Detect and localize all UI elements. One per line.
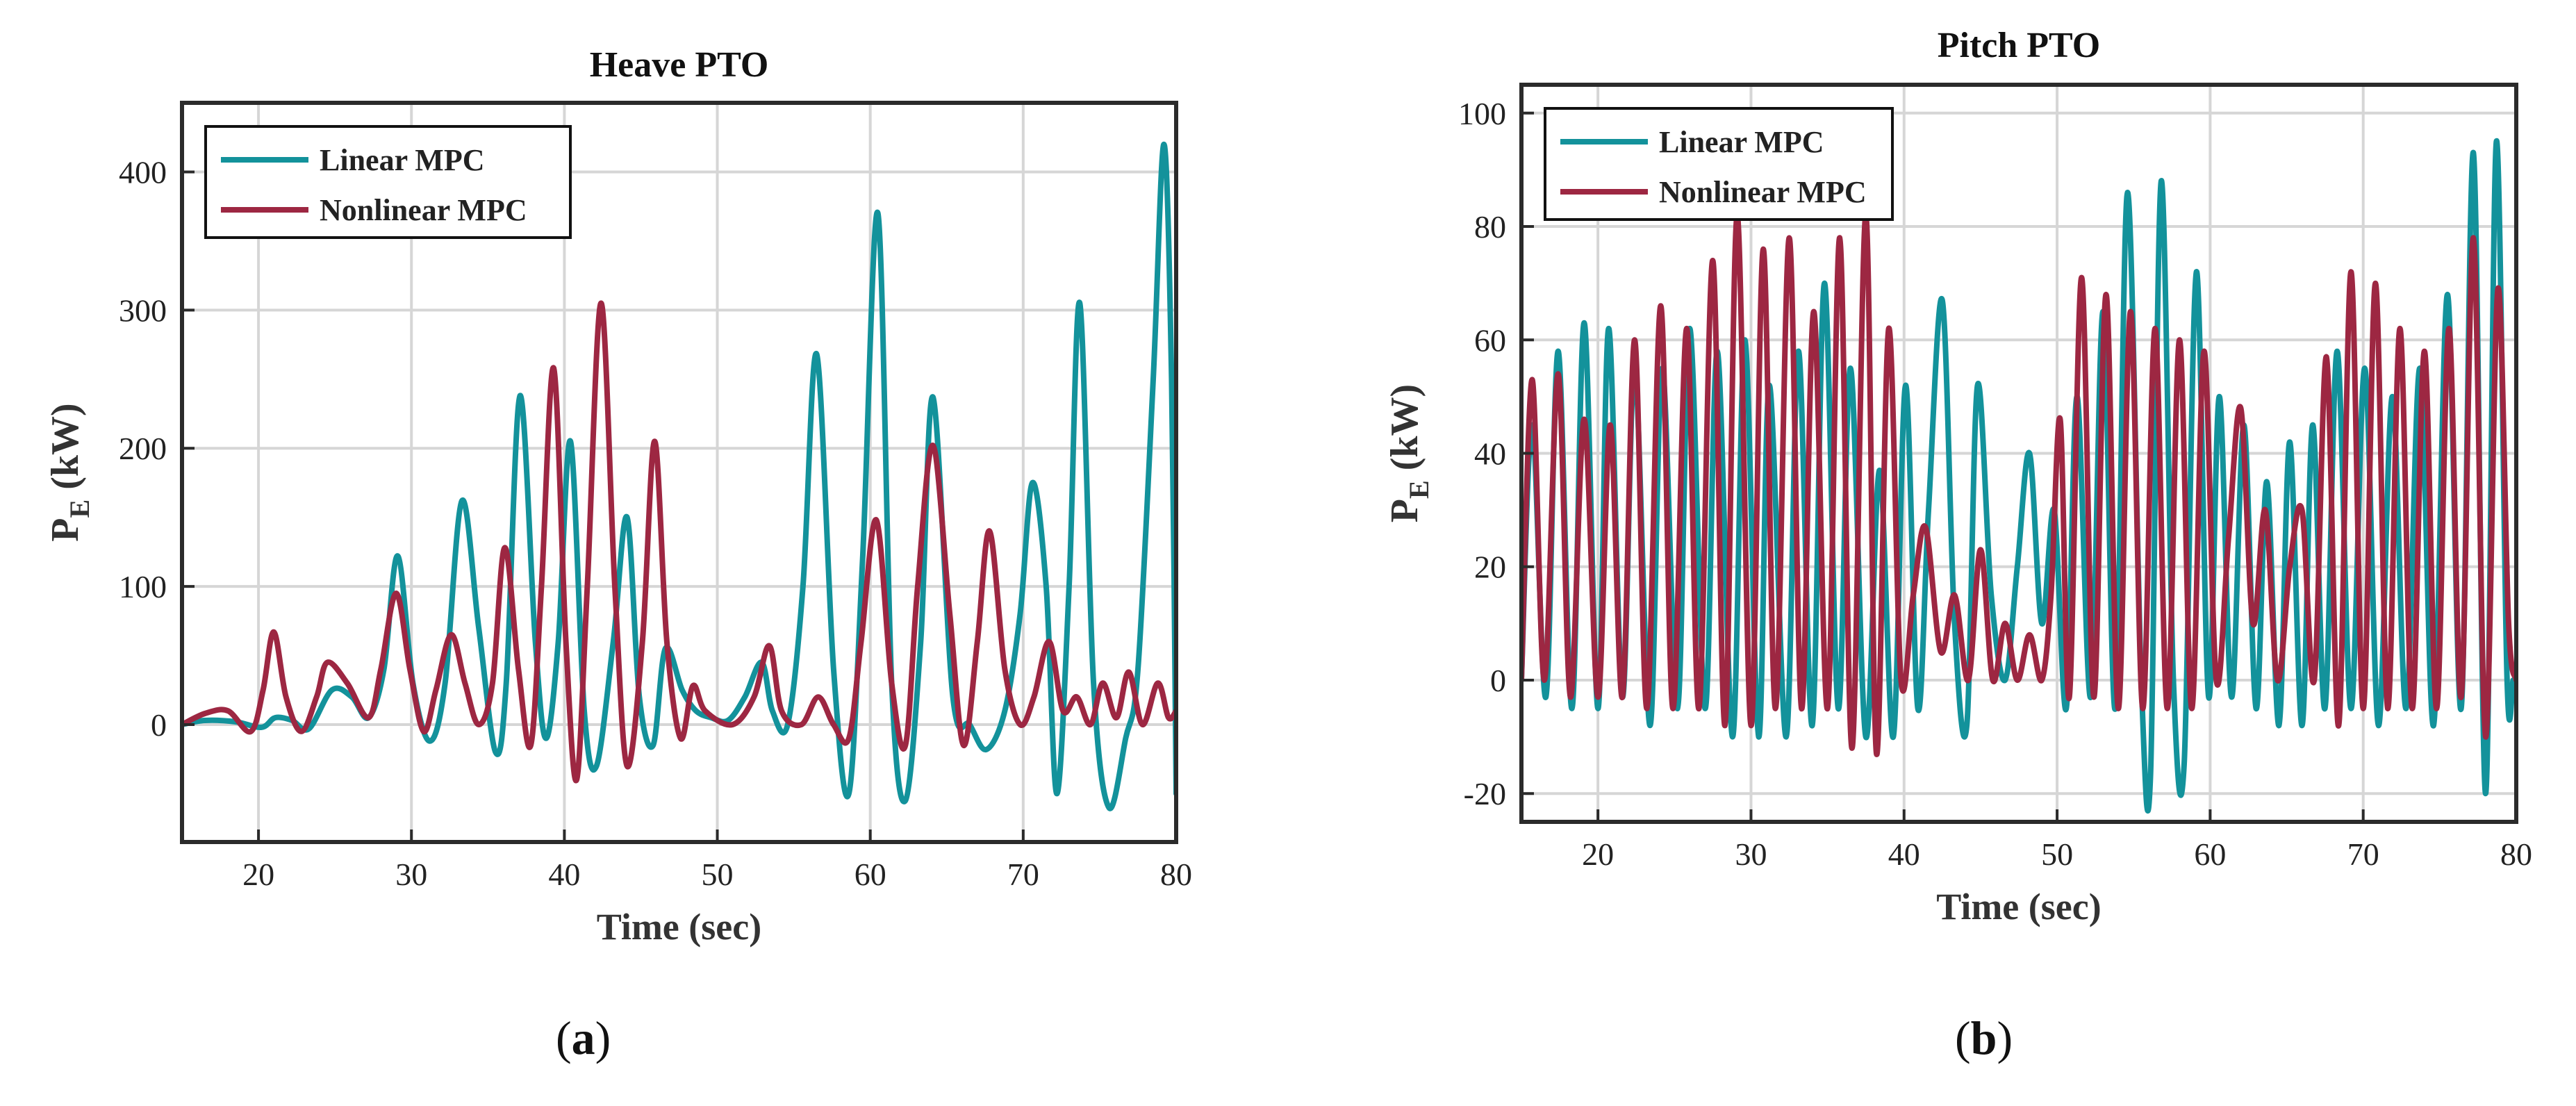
y-axis-label: PE (kW): [44, 403, 95, 541]
legend-box: [204, 125, 572, 239]
x-tick-label: 50: [702, 857, 734, 892]
x-tick-label: 50: [2041, 836, 2073, 872]
y-tick-label: 80: [1474, 209, 1506, 245]
x-tick-label: 70: [2347, 836, 2379, 872]
panel-b-label: (b): [1955, 1012, 2013, 1064]
y-axis-label-subscript: E: [64, 500, 95, 518]
x-tick-label: 80: [1160, 857, 1192, 892]
x-tick-label: 30: [395, 857, 427, 892]
x-tick-label: 80: [2500, 836, 2532, 872]
y-tick-label: 60: [1474, 322, 1506, 358]
x-tick-label: 20: [1582, 836, 1614, 872]
panel-b: 20 30 40 50 60 70 80 -20 0 20 40 60 80 100 Pitch PTO Ti…: [1288, 0, 2576, 1106]
y-tick-label: 300: [119, 292, 167, 328]
y-axis-label-unit: (kW): [1383, 384, 1426, 480]
y-tick-label: 200: [119, 431, 167, 466]
x-tick-label: 40: [548, 857, 580, 892]
x-axis-label: Time (sec): [1936, 886, 2101, 927]
pitch-pto-chart: 20 30 40 50 60 70 80 -20 0 20 40 60 80 100 Pitch PTO Ti…: [1383, 26, 2532, 927]
x-tick-label: 60: [2194, 836, 2226, 872]
chart-title: Pitch PTO: [1938, 26, 2100, 65]
y-tick-label: -20: [1464, 776, 1506, 811]
chart-title: Heave PTO: [590, 45, 769, 85]
y-axis-label-unit: (kW): [44, 403, 87, 499]
heave-pto-chart: 20 30 40 50 60 70 80 0 100 200 300 400 Heave PTO Time…: [44, 45, 1192, 948]
x-tick-label: 20: [242, 857, 274, 892]
series-line-linear-mpc: [182, 141, 1176, 811]
y-tick-label: 20: [1474, 550, 1506, 585]
legend-label-nonlinear-mpc: Nonlinear MPC: [320, 193, 527, 227]
axes-box: [180, 101, 1178, 844]
y-axis-label-main: P: [44, 518, 87, 541]
y-tick-label: 40: [1474, 436, 1506, 472]
panel-a: 20 30 40 50 60 70 80 0 100 200 300 400 Heave PTO Time…: [44, 45, 1192, 1064]
y-axis-label-main: P: [1383, 499, 1426, 522]
x-axis-label: Time (sec): [597, 906, 761, 948]
x-tick-label: 40: [1888, 836, 1920, 872]
series-line-linear-mpc: [1521, 138, 2516, 814]
x-tick-label: 70: [1007, 857, 1039, 892]
y-axis-label: PE (kW): [1383, 384, 1435, 522]
legend-label-linear-mpc: Linear MPC: [1659, 125, 1824, 159]
legend-label-linear-mpc: Linear MPC: [320, 143, 485, 177]
legend-box: [1544, 107, 1894, 221]
y-tick-label: 0: [1490, 663, 1506, 698]
series-line-nonlinear-mpc: [182, 300, 1176, 784]
x-tick-label: 30: [1735, 836, 1767, 872]
y-axis-label-subscript: E: [1403, 480, 1435, 499]
y-tick-label: 100: [119, 569, 167, 604]
series-group: [182, 141, 1176, 811]
x-tick-label: 60: [854, 857, 886, 892]
y-tick-label: 0: [151, 707, 167, 743]
series-group: [1521, 138, 2516, 814]
series-line-nonlinear-mpc: [1521, 212, 2516, 757]
y-tick-label: 100: [1458, 96, 1506, 131]
legend-label-nonlinear-mpc: Nonlinear MPC: [1659, 175, 1867, 209]
panel-a-label: (a): [556, 1012, 611, 1064]
y-tick-label: 400: [119, 154, 167, 190]
